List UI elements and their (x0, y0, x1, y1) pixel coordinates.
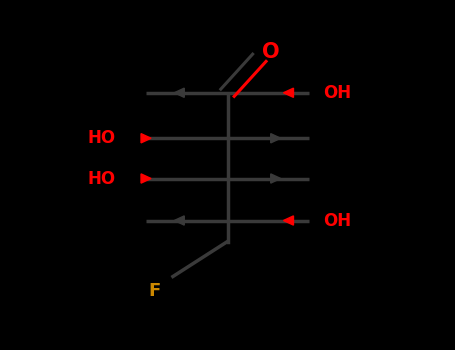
Polygon shape (141, 174, 151, 183)
Text: OH: OH (323, 211, 351, 230)
Text: F: F (149, 281, 161, 300)
Polygon shape (174, 216, 184, 225)
Text: HO: HO (88, 129, 116, 147)
Polygon shape (271, 174, 281, 183)
Polygon shape (174, 88, 184, 97)
Text: OH: OH (323, 84, 351, 102)
Polygon shape (271, 134, 281, 143)
Polygon shape (283, 88, 293, 97)
Polygon shape (283, 216, 293, 225)
Text: HO: HO (88, 169, 116, 188)
Polygon shape (141, 134, 151, 143)
Text: O: O (262, 42, 279, 63)
